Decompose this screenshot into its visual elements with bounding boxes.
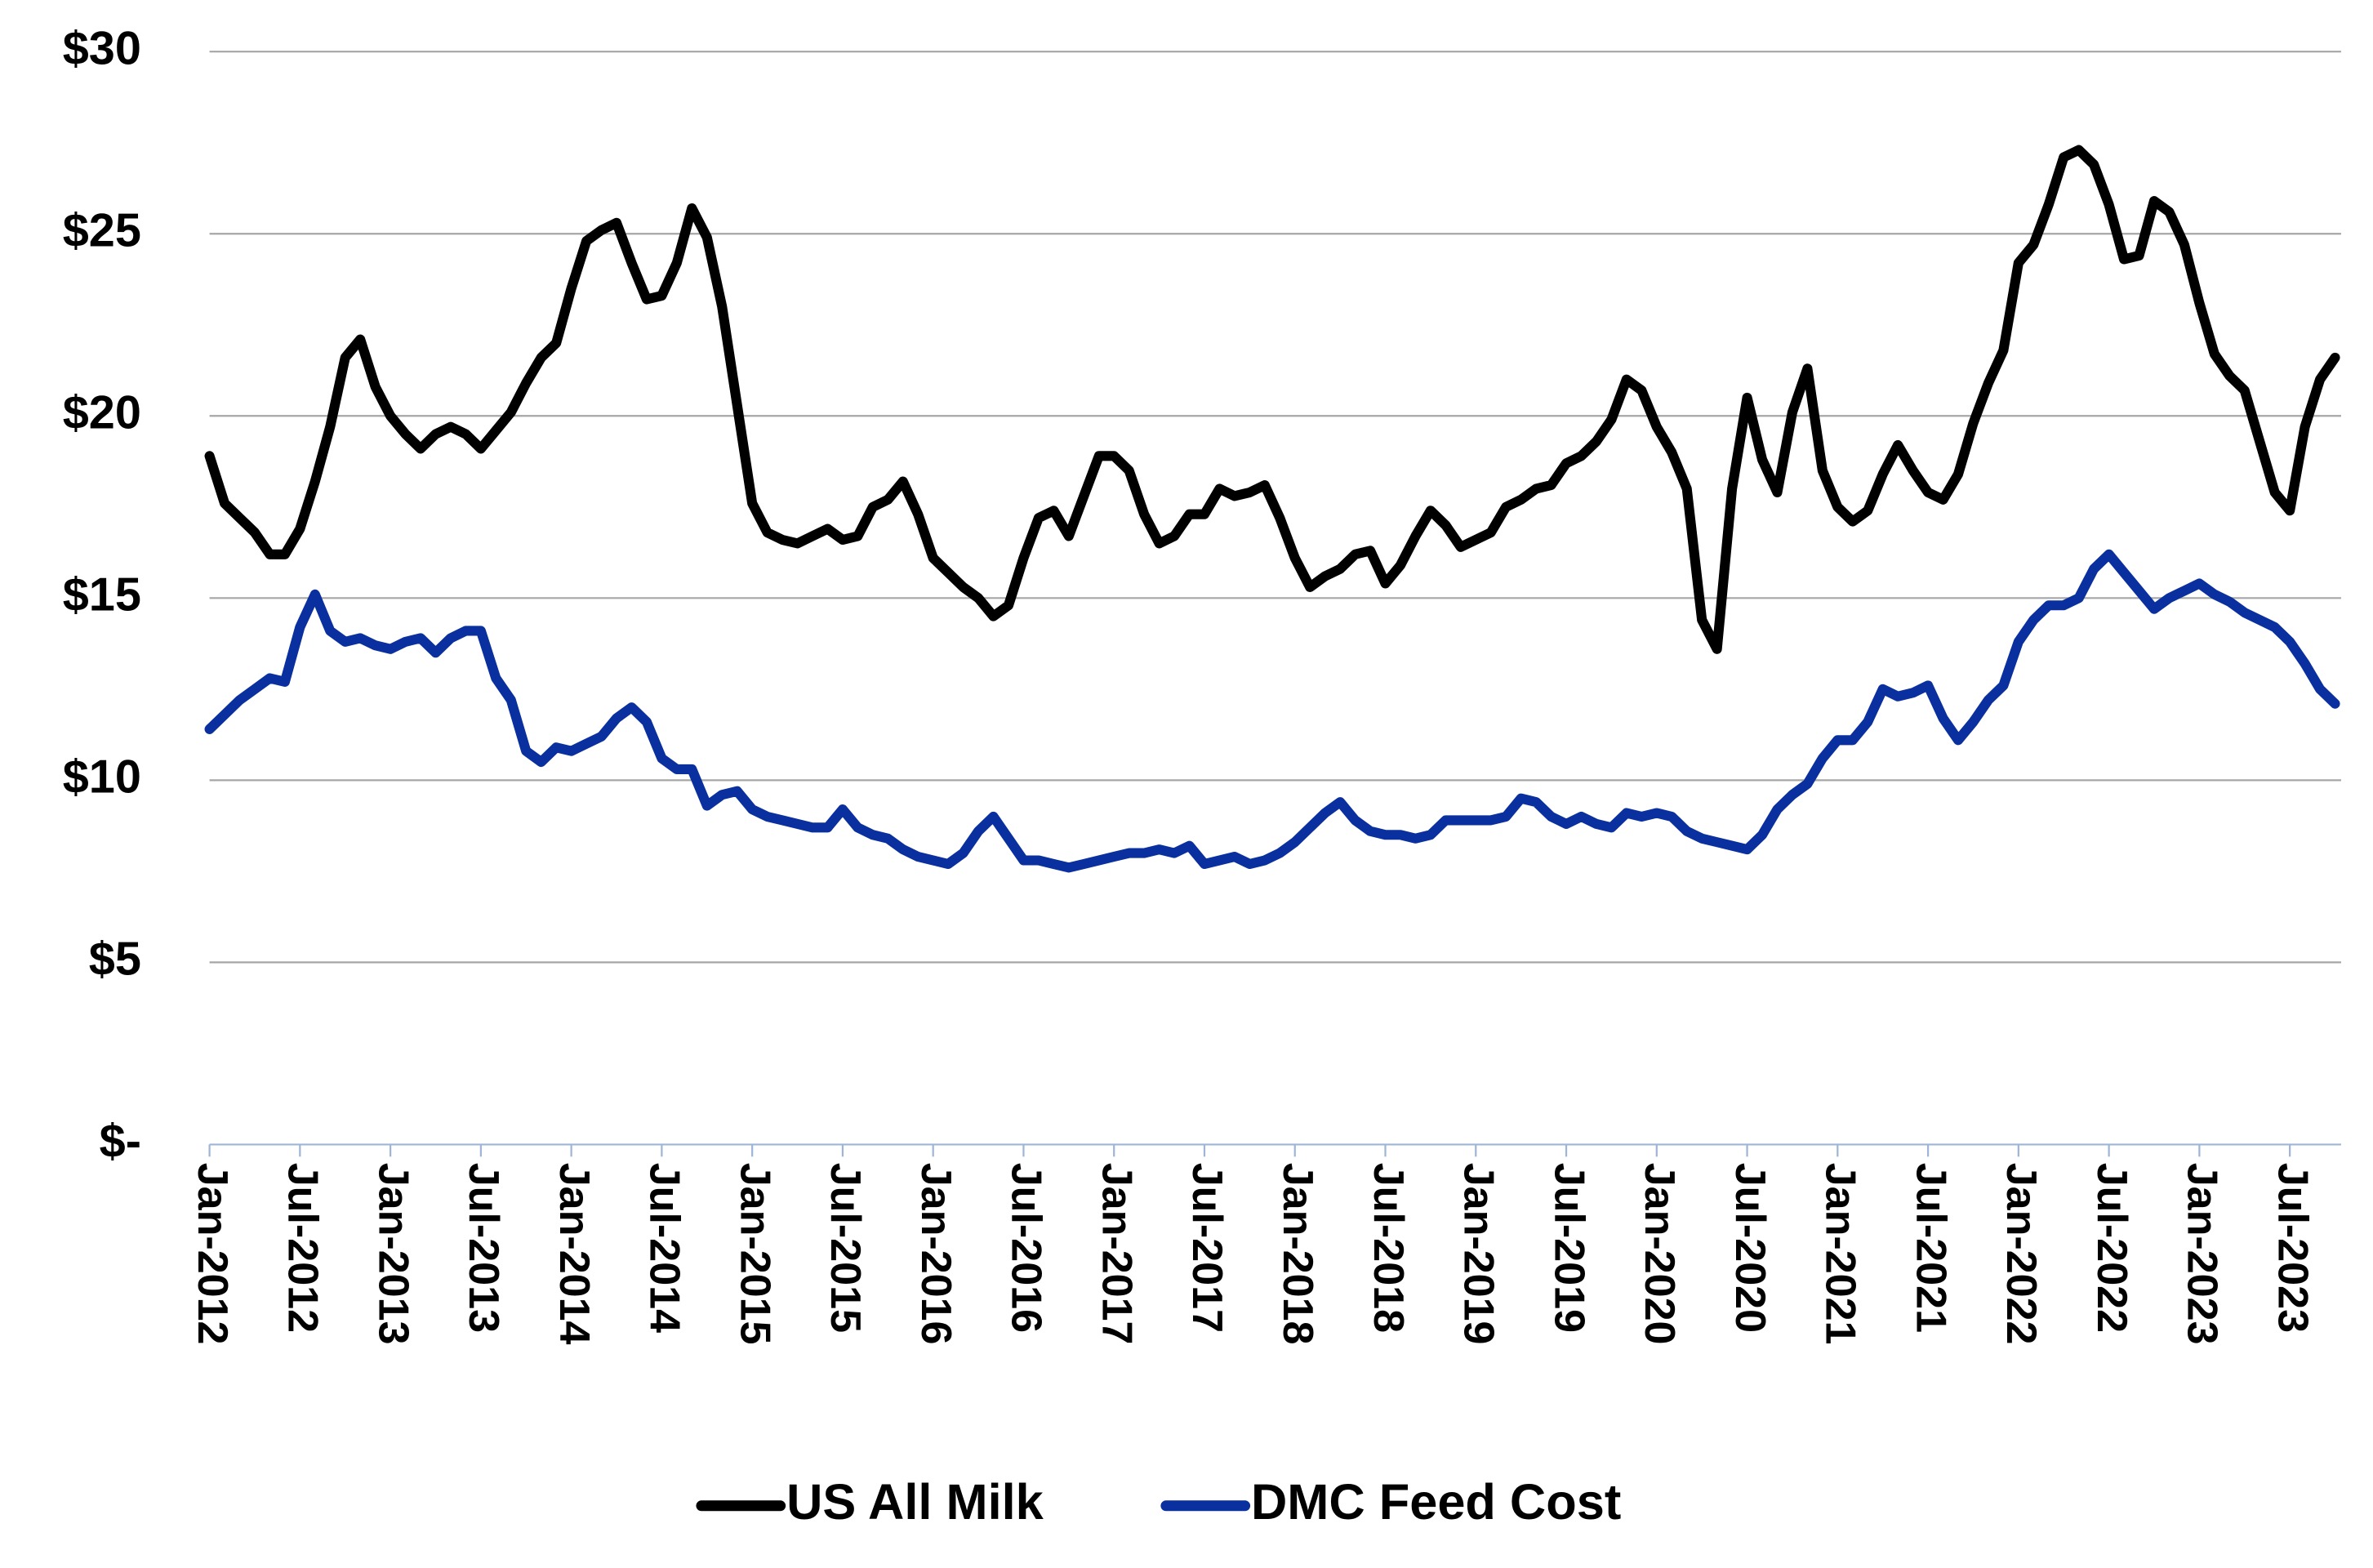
legend-item: US All Milk bbox=[696, 1473, 1044, 1530]
x-tick-label: Jul-2018 bbox=[1365, 1163, 1412, 1333]
y-tick-label: $5 bbox=[89, 933, 141, 986]
x-tick-label: Jul-2019 bbox=[1545, 1163, 1592, 1333]
x-tick-label: Jan-2012 bbox=[189, 1163, 236, 1345]
x-tick-label: Jul-2012 bbox=[279, 1163, 327, 1333]
x-tick-label: Jul-2020 bbox=[1726, 1163, 1774, 1333]
y-tick-label: $25 bbox=[63, 204, 141, 256]
x-tick-label: Jan-2022 bbox=[1997, 1163, 2045, 1345]
x-tick-label: Jan-2014 bbox=[550, 1163, 598, 1345]
x-tick-label: Jul-2014 bbox=[641, 1163, 688, 1333]
x-tick-label: Jul-2023 bbox=[2268, 1163, 2316, 1333]
x-tick-label: Jul-2015 bbox=[821, 1163, 869, 1333]
x-tick-label: Jul-2016 bbox=[1003, 1163, 1050, 1333]
legend-label: US All Milk bbox=[786, 1473, 1044, 1530]
x-tick-label: Jan-2013 bbox=[369, 1163, 416, 1345]
data-line bbox=[204, 549, 2340, 873]
y-tick-label: $30 bbox=[63, 22, 141, 74]
data-line bbox=[204, 145, 2340, 654]
y-tick-label: $20 bbox=[63, 386, 141, 439]
x-tick-label: Jan-2023 bbox=[2179, 1163, 2226, 1345]
y-tick-label: $10 bbox=[63, 751, 141, 804]
x-tick-label: Jan-2018 bbox=[1274, 1163, 1321, 1345]
x-tick-label: Jan-2015 bbox=[731, 1163, 778, 1345]
x-tick-label: Jan-2019 bbox=[1455, 1163, 1503, 1345]
x-tick-label: Jul-2021 bbox=[1907, 1163, 1954, 1333]
y-tick-label: $- bbox=[100, 1116, 141, 1168]
x-tick-label: Jan-2017 bbox=[1093, 1163, 1140, 1345]
legend-item: DMC Feed Cost bbox=[1160, 1473, 1621, 1530]
x-tick-label: Jan-2020 bbox=[1636, 1163, 1683, 1345]
x-tick-label: Jul-2017 bbox=[1183, 1163, 1231, 1333]
x-tick-label: Jan-2021 bbox=[1817, 1163, 1864, 1345]
x-tick-label: Jan-2016 bbox=[912, 1163, 959, 1345]
x-tick-label: Jul-2022 bbox=[2088, 1163, 2135, 1333]
x-tick-label: Jul-2013 bbox=[460, 1163, 507, 1333]
legend-label: DMC Feed Cost bbox=[1251, 1473, 1621, 1530]
y-tick-label: $15 bbox=[63, 569, 141, 621]
